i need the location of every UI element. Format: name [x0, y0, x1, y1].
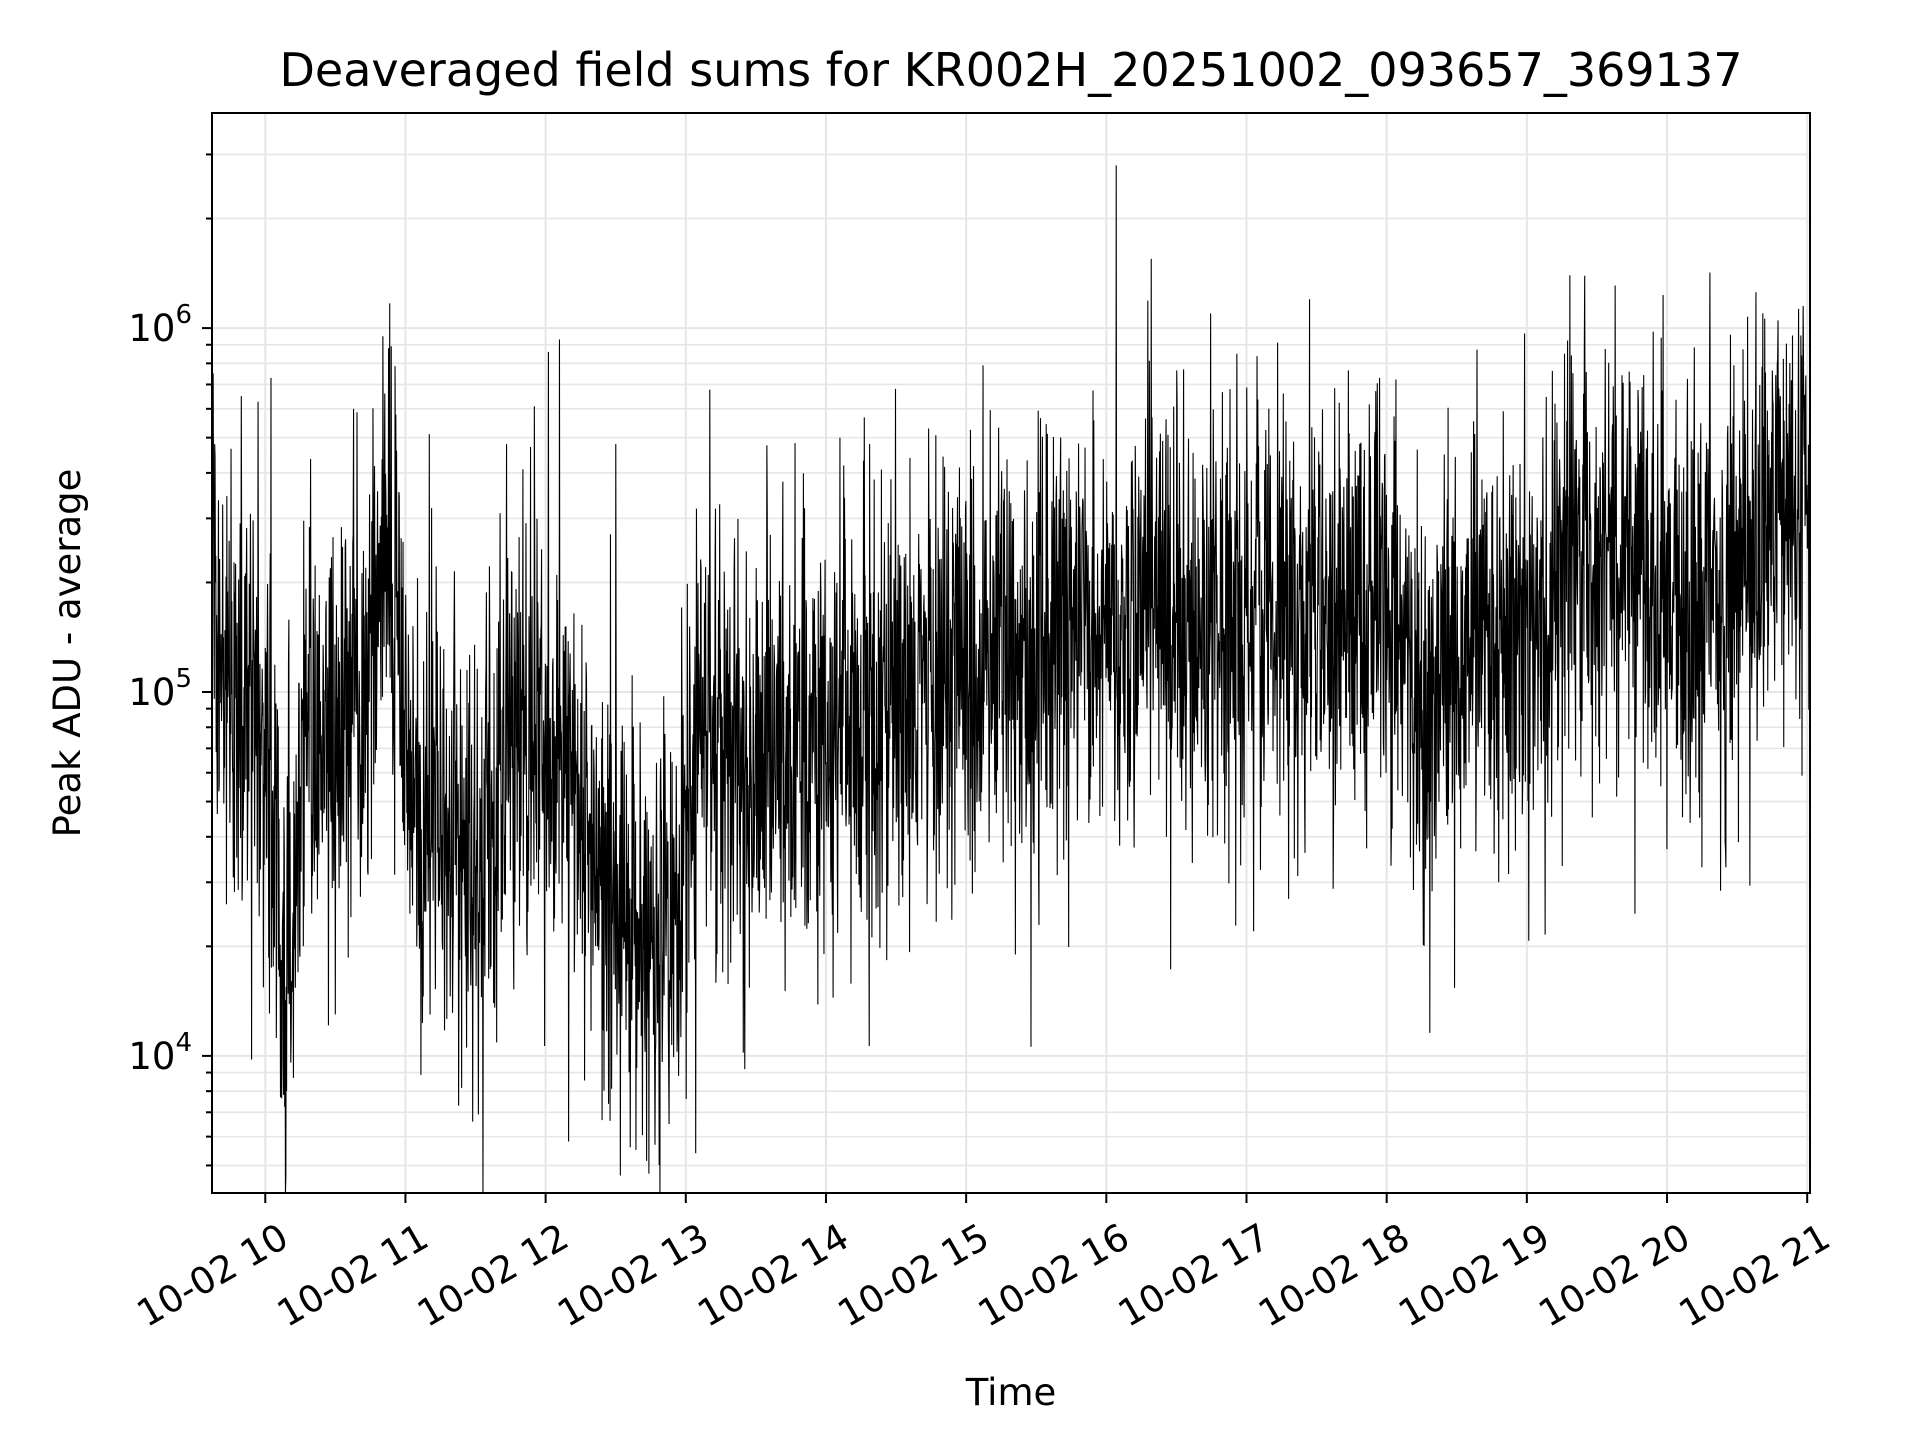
series-layer [211, 165, 1811, 1194]
series-line [211, 165, 1811, 1194]
y-tick-label: 106 [128, 300, 192, 350]
y-axis-label: Peak ADU - average [46, 469, 89, 838]
x-axis-label: Time [965, 1371, 1057, 1414]
chart-title: Deaveraged field sums for KR002H_2025100… [280, 43, 1743, 97]
y-tick-label: 105 [128, 664, 192, 714]
plot-frame [211, 112, 1811, 1194]
y-tick-label: 104 [128, 1028, 192, 1078]
